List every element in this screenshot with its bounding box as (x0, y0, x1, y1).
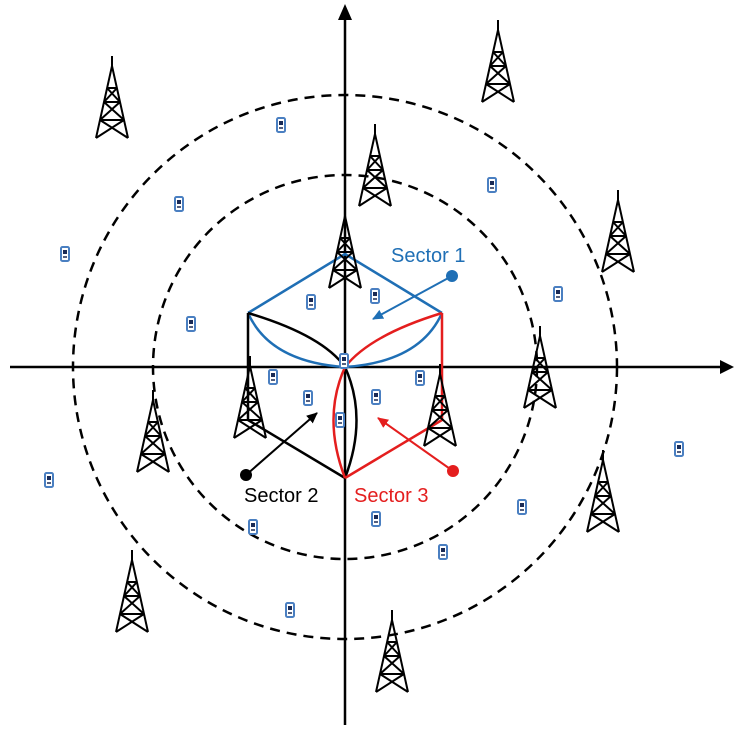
sector-2-label: Sector 2 (244, 485, 318, 507)
mobile-phone-icon (285, 602, 295, 618)
mobile-phone-icon (174, 196, 184, 212)
mobile-phone-icon (553, 286, 563, 302)
sector-2-pointer (240, 412, 318, 481)
mobile-phone-icon (276, 117, 286, 133)
sector-1-region (246, 252, 444, 369)
mobile-phone-icon (339, 353, 349, 369)
cell-tower-icon (233, 355, 267, 439)
y-axis-arrowhead (338, 4, 352, 20)
sector-1-label: Sector 1 (391, 245, 465, 267)
x-axis-arrowhead (720, 360, 734, 374)
cell-tower-icon (481, 19, 515, 103)
mobile-phone-icon (306, 294, 316, 310)
sector-1-pointer (372, 270, 458, 320)
cell-tower-icon (115, 549, 149, 633)
mobile-phone-icon (674, 441, 684, 457)
cell-tower-icon (136, 389, 170, 473)
cell-tower-icon (375, 609, 409, 693)
cell-tower-icon (601, 189, 635, 273)
mobile-phone-icon (248, 519, 258, 535)
mobile-phone-icon (371, 511, 381, 527)
sector-3-label: Sector 3 (354, 485, 428, 507)
cell-tower-icon (586, 449, 620, 533)
mobile-phone-icon (268, 369, 278, 385)
cell-tower-icon (358, 123, 392, 207)
mobile-phone-icon (371, 389, 381, 405)
mobile-phone-icon (370, 288, 380, 304)
cell-tower-icon (95, 55, 129, 139)
mobile-phone-icon (487, 177, 497, 193)
mobile-phone-icon (335, 412, 345, 428)
tower-icons (95, 19, 635, 693)
sector-3-pointer (377, 417, 459, 477)
mobile-phone-icon (517, 499, 527, 515)
mobile-phone-icon (60, 246, 70, 262)
mobile-phone-icon (438, 544, 448, 560)
mobile-phone-icon (44, 472, 54, 488)
cell-tower-icon (423, 363, 457, 447)
mobile-phone-icon (186, 316, 196, 332)
mobile-phone-icon (415, 370, 425, 386)
mobile-phone-icon (303, 390, 313, 406)
